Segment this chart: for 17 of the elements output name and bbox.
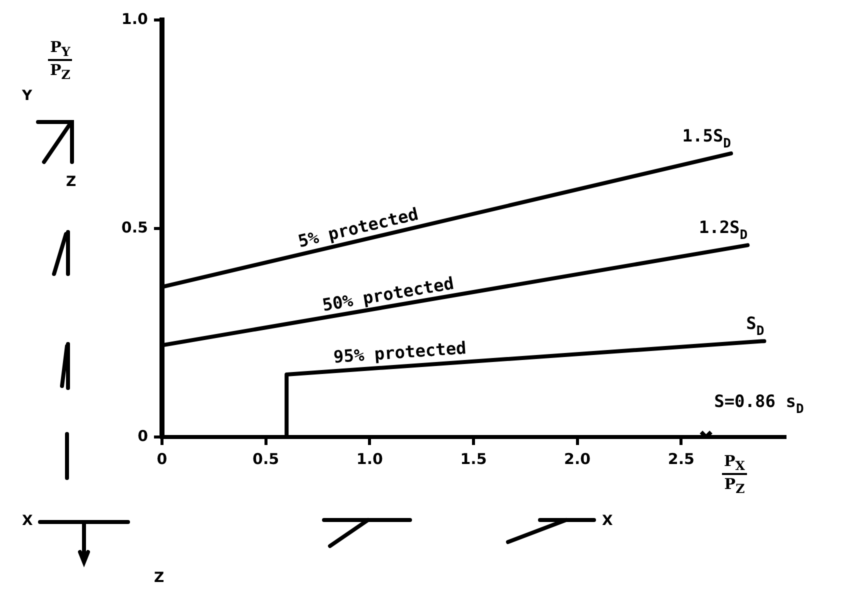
x-tick-label: 2.0 (564, 450, 591, 468)
text: X (602, 513, 613, 529)
x-tick-label: 1.5 (460, 450, 487, 468)
x-tick-label: 2.5 (668, 450, 694, 468)
x-tick-label: 0.5 (252, 450, 280, 468)
y-tick-label: 1.0 (121, 10, 148, 28)
x-axis-title: P$_{X}$ P$_{Z}$ (723, 452, 746, 496)
x-tick-label: 0 (156, 450, 168, 468)
y-tick-label: 0 (138, 426, 148, 445)
text: Y (22, 88, 32, 104)
y-axis-title: P$_{Y}$ P$_{Z}$ (49, 38, 72, 82)
y-tick-label: 0.5 (121, 218, 148, 236)
text: Z (66, 174, 76, 190)
x-tick-label: 1.0 (356, 450, 383, 468)
text: X (22, 513, 33, 529)
text: Z (154, 570, 164, 586)
annotation: 95% protected (332, 338, 467, 368)
